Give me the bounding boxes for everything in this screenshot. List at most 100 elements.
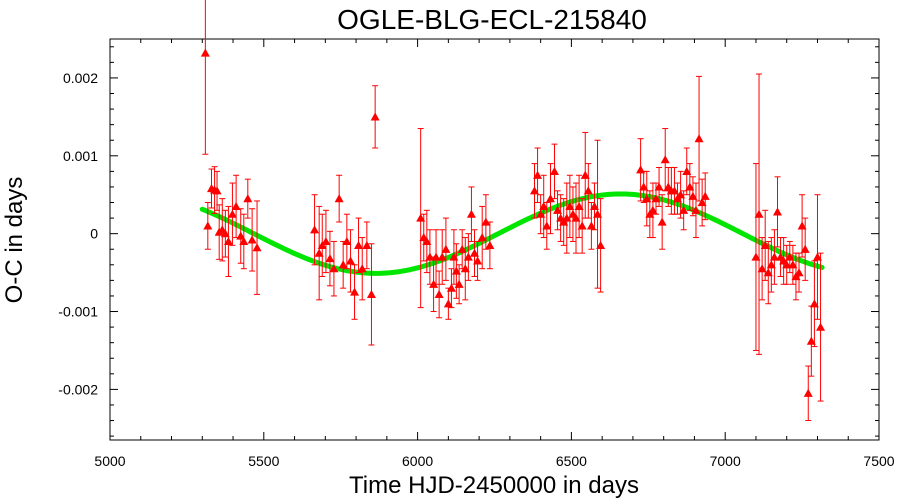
y-tick-label: 0.001 (63, 148, 98, 164)
data-point (223, 236, 233, 246)
data-point (583, 186, 593, 195)
data-point (763, 268, 773, 277)
data-point (227, 209, 237, 218)
fit-curve (199, 191, 825, 276)
data-point (203, 221, 213, 230)
data-point (691, 205, 701, 214)
y-tick-label: -0.001 (58, 304, 98, 320)
data-point (338, 260, 348, 269)
data-point (451, 266, 461, 275)
data-point (321, 236, 331, 246)
data-point (231, 201, 241, 211)
x-axis-label: Time HJD-2450000 in days (349, 472, 639, 499)
data-point (252, 243, 262, 252)
data-point (422, 236, 432, 246)
data-points-layer (200, 0, 826, 422)
fit-curve-layer (199, 191, 825, 276)
data-point (539, 201, 549, 211)
data-point (800, 244, 810, 253)
data-point (485, 240, 495, 249)
data-point (314, 248, 324, 257)
data-point (760, 240, 770, 249)
data-point (481, 217, 491, 226)
data-point (589, 201, 599, 211)
y-tick-label: -0.002 (58, 381, 98, 397)
data-point (463, 252, 473, 261)
data-point (239, 236, 249, 246)
data-point (669, 186, 679, 195)
data-point (416, 213, 426, 222)
data-point (466, 209, 476, 218)
y-tick-label: 0.002 (63, 70, 98, 86)
data-point (470, 248, 480, 257)
data-point (565, 201, 575, 211)
data-point (350, 287, 360, 296)
data-point (346, 256, 356, 265)
data-point (816, 322, 826, 331)
data-point (593, 209, 603, 218)
data-point (574, 201, 584, 211)
data-point (754, 209, 764, 218)
data-point (580, 170, 590, 179)
data-point (553, 205, 563, 214)
data-point (545, 194, 555, 203)
data-point (443, 299, 453, 308)
data-point (329, 264, 339, 273)
data-point (648, 205, 658, 214)
data-point (536, 209, 546, 218)
x-axis-ticks: 5000 5500 6000 6500 7000 7500 (94, 39, 895, 469)
data-point (788, 260, 798, 269)
data-point (200, 48, 210, 57)
data-point (243, 194, 253, 203)
data-point (212, 186, 222, 195)
data-point (454, 279, 464, 288)
data-point (325, 254, 335, 263)
data-point (654, 182, 664, 191)
data-point (785, 252, 795, 261)
data-point (562, 213, 572, 222)
data-point (310, 225, 320, 234)
data-point (688, 191, 698, 200)
data-point (431, 252, 441, 261)
x-tick-label: 7000 (710, 453, 741, 469)
data-point (766, 260, 776, 269)
data-point (533, 170, 543, 179)
y-axis-ticks: 0.002 0.001 0 -0.001 -0.002 (58, 46, 879, 437)
x-tick-label: 6000 (402, 453, 433, 469)
y-tick-label: 0 (90, 226, 98, 242)
data-point (370, 112, 380, 121)
data-point (477, 233, 487, 242)
data-point (446, 283, 456, 292)
data-point (236, 231, 246, 240)
x-tick-label: 6500 (556, 453, 587, 469)
data-point (596, 240, 606, 249)
x-tick-label: 7500 (863, 453, 894, 469)
data-point (571, 213, 581, 222)
data-point (473, 256, 483, 265)
data-point (694, 134, 704, 143)
data-point (460, 264, 470, 273)
data-point (362, 240, 372, 249)
data-point (586, 221, 596, 230)
data-point (247, 235, 257, 244)
data-point (639, 182, 649, 191)
data-point (425, 252, 435, 261)
x-tick-label: 5000 (94, 453, 125, 469)
data-point (342, 236, 352, 246)
data-point (542, 221, 552, 230)
data-point (642, 194, 652, 203)
data-point (757, 264, 767, 273)
data-point (685, 182, 695, 191)
data-point (357, 264, 367, 273)
data-point (782, 260, 792, 269)
data-point (812, 252, 822, 261)
data-point (651, 194, 661, 203)
data-point (809, 299, 819, 308)
data-point (334, 194, 344, 203)
chart-title: OGLE-BLG-ECL-215840 (337, 4, 647, 35)
data-point (803, 388, 813, 397)
data-point (434, 289, 444, 298)
data-point (751, 252, 761, 261)
data-point (772, 207, 782, 216)
